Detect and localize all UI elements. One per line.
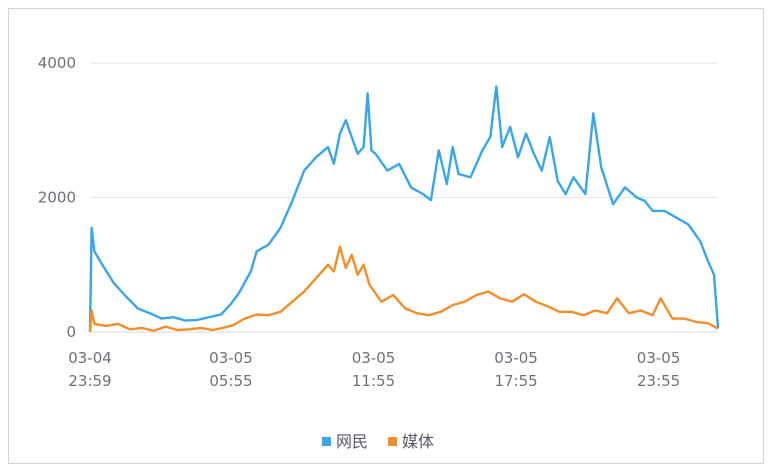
x-tick-label: 03-05 (494, 349, 538, 367)
x-tick-label: 03-05 (637, 349, 681, 367)
legend-swatch-0 (322, 437, 331, 446)
series-line-0 (88, 85, 720, 333)
y-tick-label: 0 (66, 323, 76, 341)
legend-label-0[interactable]: 网民 (336, 432, 368, 451)
x-tick-label: 17:55 (494, 372, 537, 390)
series-lines (88, 85, 720, 333)
x-tick-label: 23:55 (637, 372, 680, 390)
x-tick-label: 03-05 (209, 349, 253, 367)
x-tick-label: 05:55 (209, 372, 252, 390)
y-tick-label: 2000 (38, 189, 76, 207)
x-tick-label: 03-04 (68, 349, 112, 367)
grid-lines (90, 62, 718, 198)
x-tick-label: 03-05 (352, 349, 396, 367)
chart-frame (8, 8, 764, 464)
x-axis: 03-04 23:59 03-05 05:55 03-05 11:55 03-05 17:55… (68, 331, 718, 390)
legend-swatch-1 (388, 437, 397, 446)
legend[interactable]: 网民 媒体 (322, 432, 434, 451)
x-tick-label: 23:59 (68, 372, 111, 390)
x-tick-label: 11:55 (352, 372, 395, 390)
y-tick-label: 4000 (38, 54, 76, 72)
legend-label-1[interactable]: 媒体 (402, 432, 434, 451)
series-line-1 (88, 245, 719, 333)
y-axis: 0 2000 4000 (38, 54, 76, 341)
